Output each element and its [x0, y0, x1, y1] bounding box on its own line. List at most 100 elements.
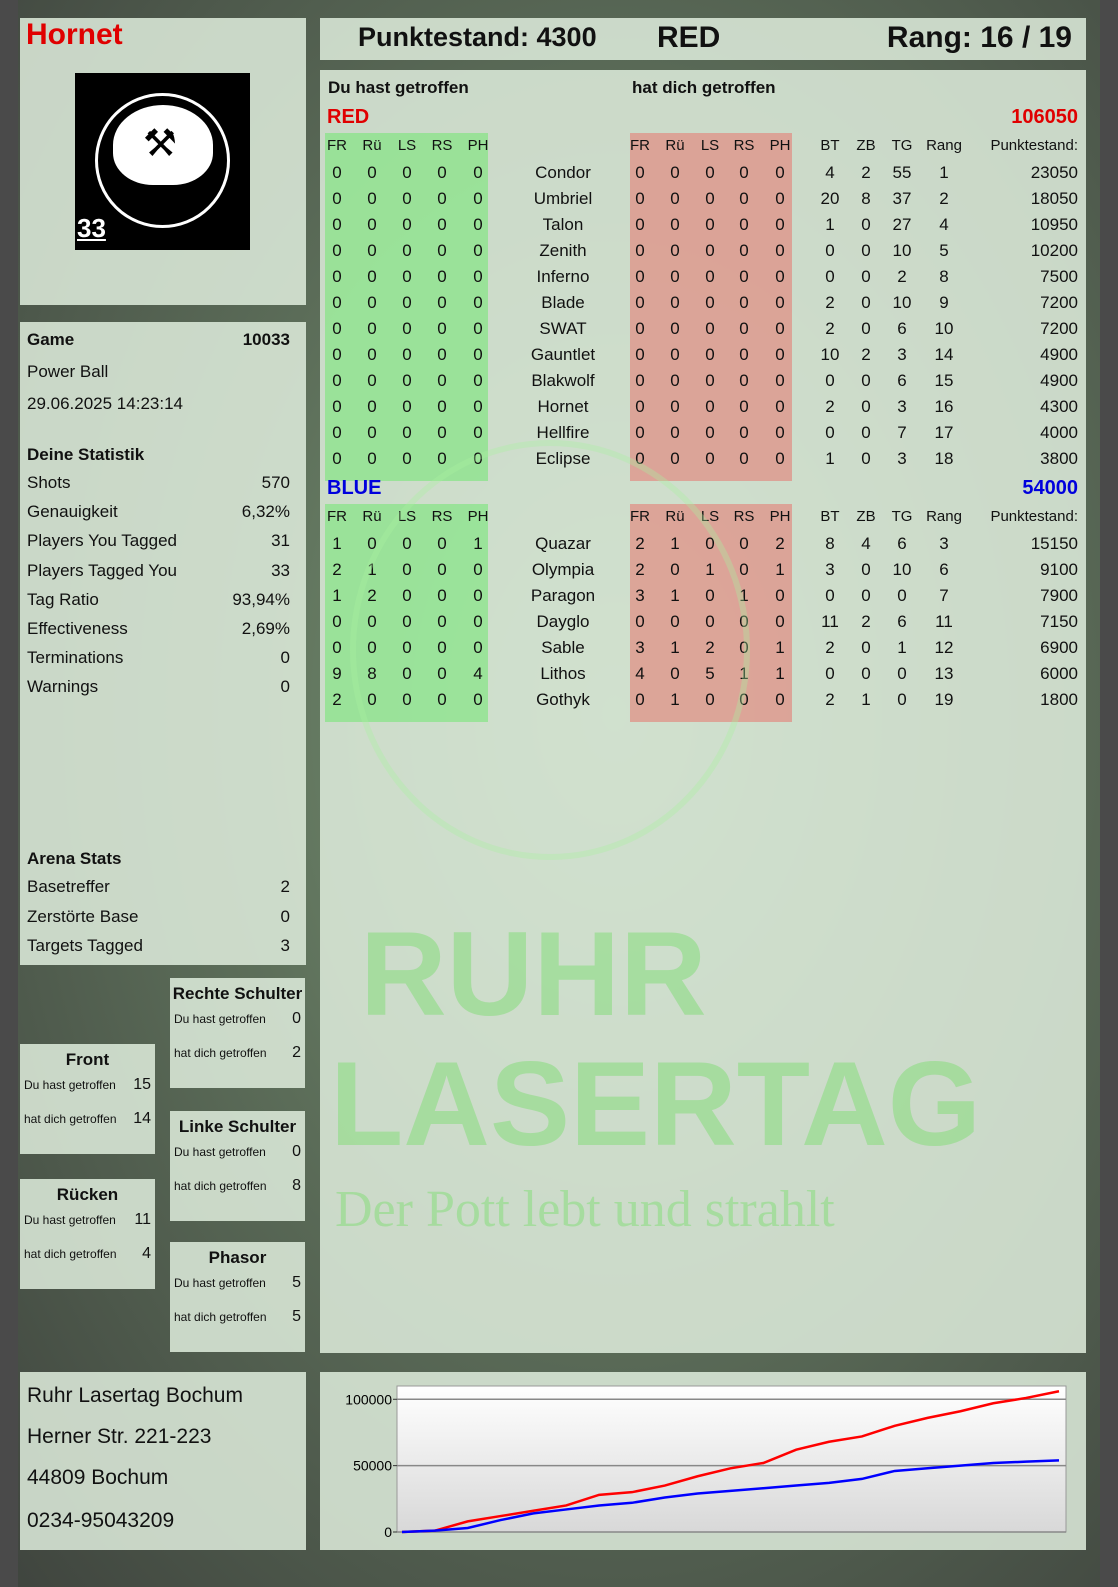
column-header: LS — [397, 137, 417, 154]
stat-cell: 3 — [897, 449, 907, 468]
stats-title: Deine Statistik — [27, 445, 145, 464]
you-hit-cell: 0 — [437, 215, 447, 234]
stat-cell: 0 — [825, 423, 835, 442]
score-cell: 7200 — [1040, 293, 1078, 312]
hit-you-cell: 1 — [775, 638, 785, 657]
hit-you-cell: 0 — [775, 371, 785, 390]
stat-cell: 0 — [861, 397, 871, 416]
hit-you-cell: 0 — [705, 293, 715, 312]
hit-you-cell: 0 — [739, 612, 749, 631]
hit-you-cell: 0 — [670, 612, 680, 631]
you-hit-cell: 0 — [402, 345, 412, 364]
hit-you-cell: 4 — [635, 664, 645, 683]
hit-you-cell: 0 — [775, 319, 785, 338]
you-hit-cell: 0 — [402, 612, 412, 631]
score-cell: 3800 — [1040, 449, 1078, 468]
game-datetime: 29.06.2025 14:23:14 — [27, 394, 183, 413]
header-bar: Punktestand: 4300 RED Rang: 16 / 19 — [320, 18, 1086, 60]
you-hit-cell: 0 — [473, 560, 483, 579]
hit-you-cell: 0 — [670, 449, 680, 468]
stat-cell: 0 — [825, 664, 835, 683]
hit-you-cell: 0 — [775, 163, 785, 182]
stat-cell: 10 — [892, 241, 912, 260]
stat-cell: 6 — [939, 560, 949, 579]
hit-you-cell: 0 — [705, 371, 715, 390]
hit-you-cell: 1 — [670, 586, 680, 605]
hit-you-cell: 5 — [705, 664, 715, 683]
stat-cell: 0 — [861, 586, 871, 605]
stat-cell: 27 — [892, 215, 912, 234]
table-row: 0 0 0 0 0 Sable 3 1 2 0 1 2 0 1 12 6900 — [320, 638, 1086, 664]
score-cell: 6900 — [1040, 638, 1078, 657]
you-hit-cell: 0 — [437, 638, 447, 657]
column-header: Punktestand: — [990, 137, 1078, 154]
you-hit-cell: 0 — [402, 397, 412, 416]
you-hit-cell: 0 — [473, 241, 483, 260]
stat-cell: 0 — [825, 371, 835, 390]
table-row: 0 0 0 0 0 Blade 0 0 0 0 0 2 0 10 9 7200 — [320, 293, 1086, 319]
hit-you-cell: 0 — [670, 560, 680, 579]
hit-you-cell: 3 — [635, 586, 645, 605]
player-team: RED — [657, 21, 721, 54]
hitzone-you-hit-value: 0 — [292, 1143, 301, 1160]
hit-you-cell: 0 — [670, 319, 680, 338]
hit-you-cell: 0 — [739, 215, 749, 234]
hit-you-cell: 0 — [635, 163, 645, 182]
player-name-cell: Gauntlet — [530, 345, 596, 364]
column-header: LS — [700, 137, 720, 154]
table-row: 0 0 0 0 0 Eclipse 0 0 0 0 0 1 0 3 18 3800 — [320, 449, 1086, 475]
table-row: 0 0 0 0 0 Zenith 0 0 0 0 0 0 0 10 5 10200 — [320, 241, 1086, 267]
score-cell: 7150 — [1040, 612, 1078, 631]
hitzone-hit-you-label: hat dich getroffen — [24, 1247, 117, 1261]
score-cell: 4900 — [1040, 345, 1078, 364]
column-header: RS — [431, 508, 453, 525]
hitzone-hit-you-label: hat dich getroffen — [174, 1310, 267, 1324]
stat-value: 93,94% — [232, 589, 290, 609]
player-name-cell: Umbriel — [533, 189, 593, 208]
hit-you-cell: 0 — [705, 449, 715, 468]
you-hit-cell: 0 — [332, 397, 342, 416]
you-hit-cell: 0 — [437, 293, 447, 312]
you-hit-cell: 0 — [402, 241, 412, 260]
hit-you-cell: 0 — [775, 215, 785, 234]
player-name-cell: SWAT — [539, 319, 587, 338]
stat-cell: 2 — [825, 293, 835, 312]
table-row: 0 0 0 0 0 Dayglo 0 0 0 0 0 11 2 6 11 7150 — [320, 612, 1086, 638]
player-name-cell: Paragon — [530, 586, 596, 605]
hitzone-you-hit-value: 0 — [292, 1010, 301, 1027]
player-name-cell: Olympia — [531, 560, 595, 579]
column-header: PH — [467, 137, 489, 154]
stat-cell: 19 — [934, 690, 954, 709]
hit-you-cell: 0 — [705, 586, 715, 605]
stat-cell: 2 — [939, 189, 949, 208]
hit-you-cell: 0 — [635, 241, 645, 260]
you-hit-cell: 0 — [402, 449, 412, 468]
series-line-1 — [401, 1459, 1060, 1534]
hit-you-cell: 0 — [635, 267, 645, 286]
hit-you-cell: 0 — [705, 267, 715, 286]
you-hit-cell: 0 — [332, 449, 342, 468]
hit-you-cell: 0 — [705, 319, 715, 338]
column-header: FR — [327, 508, 347, 525]
stat-cell: 11 — [935, 612, 953, 631]
address-line2: Herner Str. 221-223 — [27, 1425, 212, 1448]
you-hit-cell: 0 — [437, 319, 447, 338]
you-hit-cell: 0 — [473, 423, 483, 442]
stat-cell: 4 — [939, 215, 949, 234]
hit-you-cell: 0 — [670, 241, 680, 260]
hit-you-cell: 2 — [635, 534, 645, 553]
hit-you-cell: 1 — [670, 638, 680, 657]
column-header: ZB — [856, 508, 876, 525]
stat-cell: 1 — [825, 449, 835, 468]
player-name-cell: Dayglo — [536, 612, 590, 631]
stat-cell: 0 — [861, 241, 871, 260]
address-line1: Ruhr Lasertag Bochum — [27, 1384, 243, 1407]
score-cell: 18050 — [1030, 189, 1078, 208]
stat-label: Terminations — [27, 648, 124, 668]
hit-you-cell: 0 — [635, 345, 645, 364]
stat-cell: 12 — [934, 638, 954, 657]
hit-you-column-bg — [630, 504, 792, 722]
player-name-cell: Hornet — [537, 397, 589, 416]
column-header: Rü — [665, 508, 685, 525]
y-tick-label: 0 — [384, 1524, 392, 1540]
